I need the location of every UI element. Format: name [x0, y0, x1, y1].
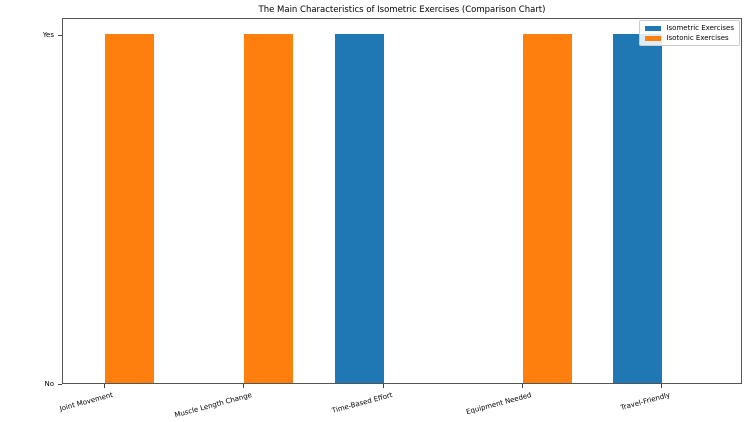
y-tick-mark — [58, 35, 62, 36]
x-tick-mark — [521, 384, 523, 388]
x-tick-mark — [382, 384, 384, 388]
x-tick-mark — [661, 384, 663, 388]
bar-isotonic-3 — [522, 34, 572, 383]
bar-isotonic-1 — [244, 34, 294, 383]
legend-label: Isometric Exercises — [666, 24, 734, 32]
x-tick-label: Joint Movement — [58, 391, 114, 413]
x-tick-mark — [243, 384, 245, 388]
x-tick-label: Equipment Needed — [465, 391, 533, 417]
plot-area — [62, 18, 742, 384]
legend-swatch — [645, 35, 662, 41]
y-tick-label: No — [44, 380, 54, 388]
legend: Isometric Exercises Isotonic Exercises — [639, 20, 740, 46]
x-tick-mark — [104, 384, 105, 388]
bar-isometric-2 — [334, 34, 384, 383]
legend-label: Isotonic Exercises — [666, 34, 729, 42]
bar-isotonic-0 — [105, 34, 154, 383]
bar-isometric-4 — [613, 34, 663, 383]
legend-swatch — [645, 25, 662, 31]
x-tick-label: Time-Based Effort — [330, 391, 393, 415]
legend-item-isometric: Isometric Exercises — [645, 23, 734, 33]
y-tick-mark — [58, 384, 62, 385]
legend-item-isotonic: Isotonic Exercises — [645, 33, 734, 43]
x-tick-label: Muscle Length Change — [174, 391, 253, 420]
chart-title: The Main Characteristics of Isometric Ex… — [258, 5, 546, 15]
y-tick-label: Yes — [42, 31, 54, 39]
x-tick-label: Travel-Friendly — [619, 391, 672, 412]
